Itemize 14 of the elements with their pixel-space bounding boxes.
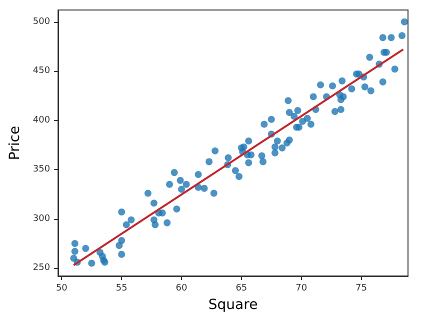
y-tick-label: 500	[32, 16, 50, 27]
y-tick-label: 350	[32, 164, 50, 175]
x-axis-title: Square	[208, 297, 258, 313]
y-tick-label: 250	[32, 263, 50, 274]
y-tick-label: 400	[32, 115, 50, 126]
x-tick-label: 65	[236, 284, 248, 294]
x-tick-label: 60	[176, 284, 188, 294]
x-tick-label: 55	[116, 284, 128, 294]
x-tick-label: 50	[56, 284, 68, 294]
x-tick-label: 70	[296, 284, 308, 294]
y-tick-label: 450	[32, 66, 50, 76]
y-axis-title: Price	[7, 126, 23, 160]
x-tick-label: 75	[356, 284, 367, 294]
y-tick-label: 300	[32, 214, 50, 224]
